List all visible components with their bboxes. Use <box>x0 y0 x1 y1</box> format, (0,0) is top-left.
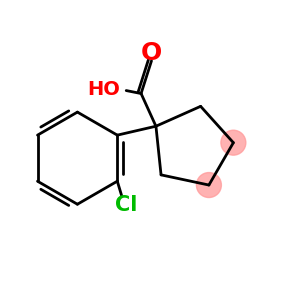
Text: O: O <box>141 40 162 64</box>
Circle shape <box>196 172 221 197</box>
Circle shape <box>221 130 246 155</box>
Text: Cl: Cl <box>115 195 137 215</box>
Text: HO: HO <box>88 80 120 99</box>
